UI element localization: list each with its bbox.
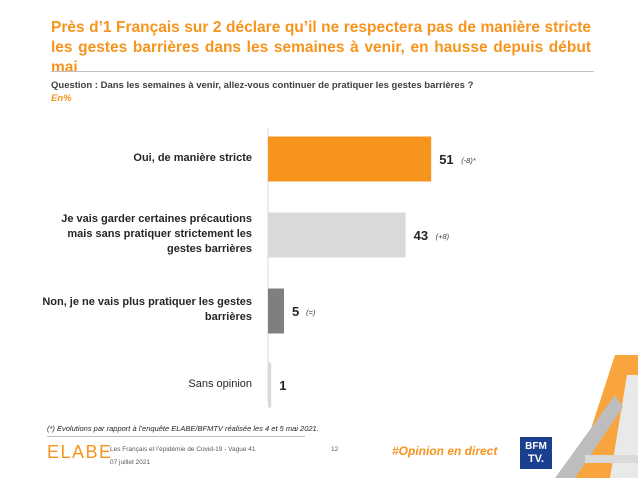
tv-line: TV.: [527, 453, 545, 465]
source-text: Les Français et l’épidémie de Covid-19 -…: [110, 446, 256, 453]
category-label-sans-opinion: Sans opinion: [188, 378, 252, 390]
bar-1: [268, 212, 406, 258]
unit-label: En%: [51, 93, 72, 104]
bar-3: [268, 362, 272, 408]
value-label-2: 5: [292, 304, 299, 319]
bfm-line: BFM: [525, 441, 547, 452]
evolution-label-1: (+8): [436, 232, 450, 241]
bar-0: [268, 136, 432, 182]
category-label-precautions: Je vais garder certaines précautions mai…: [61, 213, 252, 255]
footnote-divider: [47, 436, 305, 437]
category-label-stricte: Oui, de manière stricte: [133, 152, 252, 164]
bar-2: [268, 288, 284, 334]
hashtag-text: #Opinion en direct: [392, 444, 498, 458]
page-number: 12: [331, 446, 339, 453]
decorative-a-shape: [555, 355, 638, 478]
survey-question: Question : Dans les semaines à venir, al…: [51, 80, 474, 91]
date-text: 07 juillet 2021: [110, 459, 151, 466]
evolution-label-0: (-8)*: [461, 156, 477, 165]
value-label-3: 1: [279, 378, 286, 393]
evolution-label-2: (=): [306, 308, 316, 317]
value-label-0: 51: [439, 152, 453, 167]
elabe-logo: ELABE: [47, 442, 113, 462]
footnote: (*) Evolutions par rapport à l’enquête E…: [47, 424, 319, 433]
bfmtv-logo: BFM TV.: [520, 437, 552, 469]
value-label-1: 43: [414, 228, 428, 243]
page-title: Près d’1 Français sur 2 déclare qu’il ne…: [51, 19, 591, 76]
title-divider: [51, 71, 594, 72]
category-label-non: Non, je ne vais plus pratiquer les geste…: [42, 296, 252, 323]
